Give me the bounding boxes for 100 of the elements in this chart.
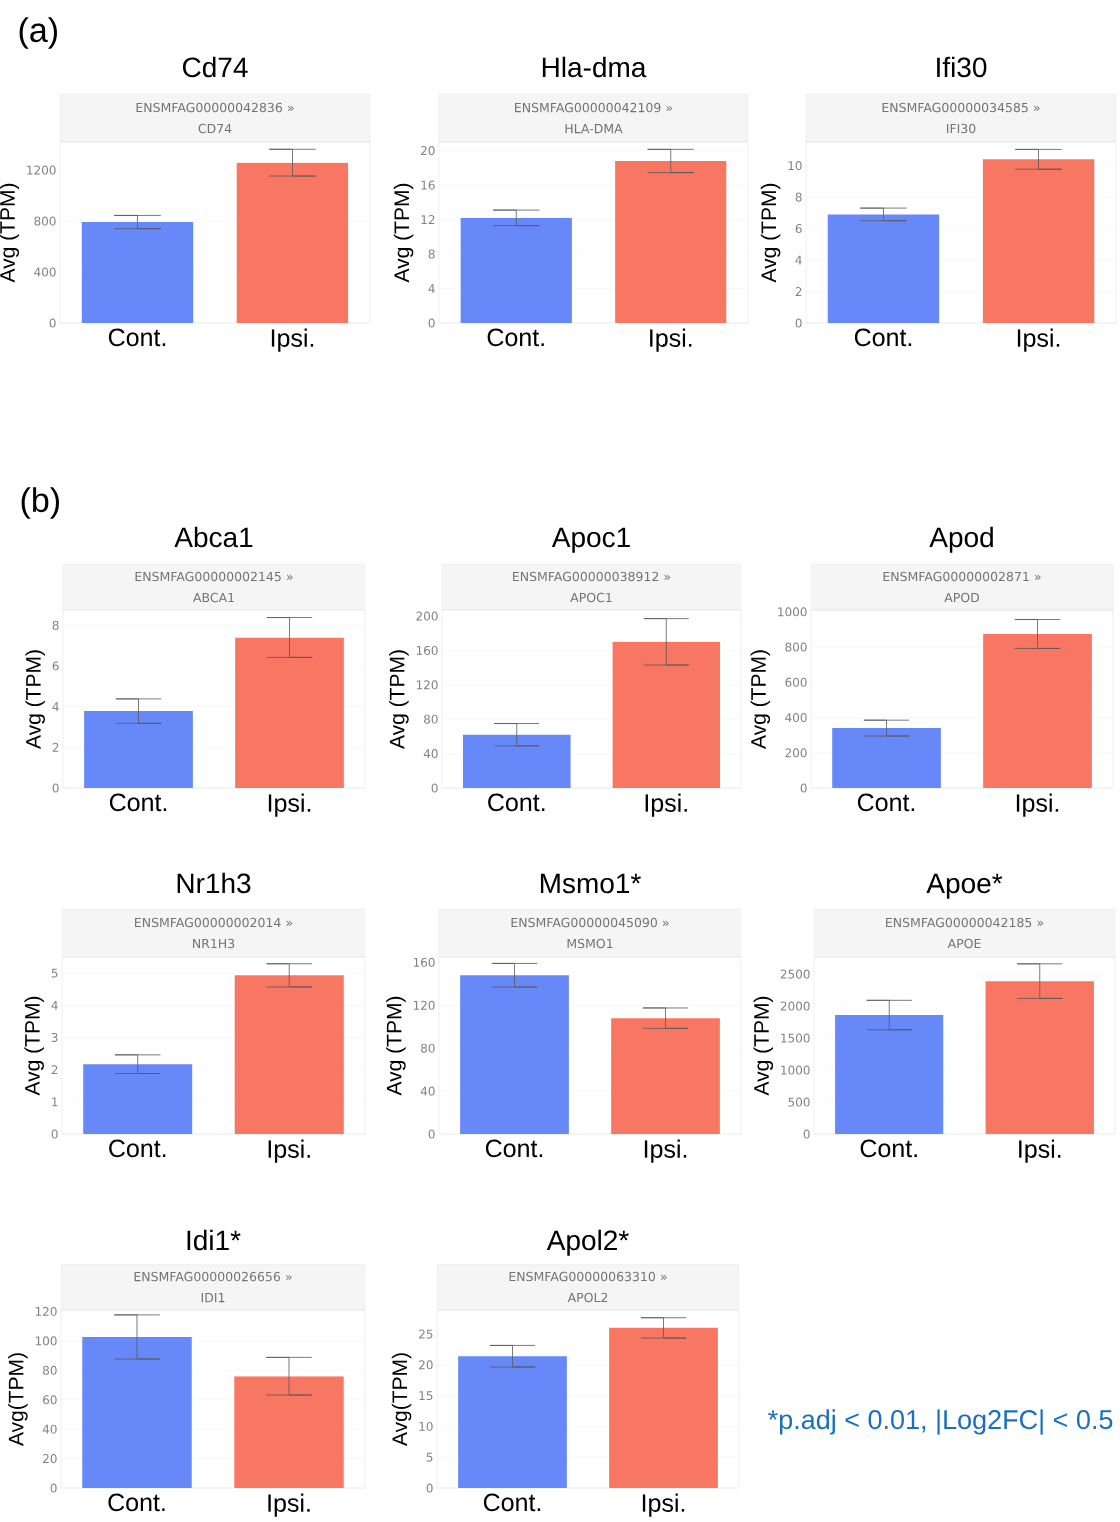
text: *p.adj < 0.01, |Log2FC| < 0.5: [768, 1409, 1113, 1435]
y-tick-label: 1000: [781, 1065, 810, 1075]
y-tick-label: 0: [50, 1483, 57, 1493]
y-tick-label: 200: [785, 748, 807, 758]
x-tick-label: Cont.: [487, 328, 544, 347]
y-tick-label: 0: [52, 783, 59, 793]
y-tick-label: 0: [795, 318, 802, 328]
y-axis-title: Avg (TPM): [393, 183, 414, 283]
y-tick-label: 40: [42, 1424, 57, 1434]
x-tick-label: Ipsi.: [650, 328, 692, 352]
y-axis-title: Avg (TPM): [25, 650, 45, 749]
y-axis-title: Avg (TPM): [0, 183, 20, 283]
y-tick-label: 1200: [27, 165, 56, 175]
y-tick-label: 80: [424, 714, 438, 724]
y-tick-label: 40: [423, 749, 438, 759]
chart-subtitle: ENSMFAG00000002145 » ABCA1: [135, 571, 293, 603]
y-tick-label: 40: [420, 1086, 435, 1096]
x-tick-label: Cont.: [860, 1139, 917, 1158]
y-tick-label: 25: [419, 1329, 433, 1339]
y-tick-label: 4: [51, 1000, 58, 1010]
chart-subtitle: ENSMFAG00000034585 » IFI30: [882, 102, 1040, 134]
chart-subtitle: ENSMFAG00000002871 » APOD: [883, 571, 1041, 603]
chart-subtitle: ENSMFAG00000042109 » HLA-DMA: [515, 102, 673, 134]
x-tick-label: Cont.: [108, 1493, 165, 1512]
y-tick-label: 2: [795, 287, 802, 296]
chart-title: Hla-dma: [542, 56, 647, 78]
chart-title: Msmo1*: [540, 873, 641, 894]
x-tick-label: Ipsi.: [644, 1139, 687, 1163]
x-tick-label: Cont.: [488, 793, 545, 812]
y-tick-label: 6: [52, 661, 59, 671]
x-tick-label: Cont.: [485, 1139, 543, 1158]
y-tick-label: 5: [51, 968, 58, 978]
chart-subtitle: ENSMFAG00000045090 » MSMO1: [511, 917, 669, 949]
y-tick-label: 2: [51, 1065, 58, 1075]
y-tick-label: 0: [49, 318, 56, 328]
y-tick-label: 6: [795, 224, 802, 234]
chart-title: Apod: [929, 526, 993, 553]
x-tick-label: Cont.: [483, 1493, 541, 1512]
y-tick-label: 8: [52, 620, 59, 630]
x-tick-label: Ipsi.: [1019, 1139, 1061, 1163]
chart-subtitle: ENSMFAG00000026656 » IDI1: [134, 1271, 292, 1303]
y-tick-label: 5: [426, 1452, 433, 1462]
x-tick-label: Ipsi.: [642, 1493, 685, 1517]
y-tick-label: 2000: [780, 1001, 810, 1011]
text: (a): [19, 17, 57, 49]
y-tick-label: 0: [803, 1129, 810, 1139]
y-tick-label: 800: [34, 216, 56, 226]
y-tick-label: 4: [428, 284, 435, 293]
y-tick-label: 12: [421, 215, 435, 225]
x-tick-label: Ipsi.: [268, 1139, 310, 1163]
x-tick-label: Ipsi.: [1017, 328, 1060, 352]
y-axis-title: Avg (TPM): [24, 996, 44, 1096]
chart-title: Apol2*: [546, 1229, 629, 1256]
y-tick-label: 400: [785, 712, 807, 723]
chart-title: Apoe*: [926, 873, 1003, 899]
chart-subtitle: ENSMFAG00000063310 » APOL2: [509, 1271, 667, 1303]
x-tick-label: Cont.: [109, 793, 167, 812]
chart-subtitle: ENSMFAG00000042185 » APOE: [886, 917, 1044, 949]
y-tick-label: 1000: [778, 607, 807, 617]
y-tick-label: 1: [52, 1097, 58, 1107]
y-tick-label: 20: [419, 1360, 433, 1370]
x-tick-label: Cont.: [108, 328, 166, 347]
x-tick-label: Ipsi.: [1016, 793, 1059, 817]
chart-title: Nr1h3: [177, 872, 251, 894]
chart-title: Abca1: [174, 526, 253, 548]
y-tick-label: 20: [421, 146, 435, 156]
y-tick-label: 80: [43, 1365, 57, 1375]
y-tick-label: 500: [788, 1097, 810, 1107]
y-tick-label: 0: [428, 318, 435, 328]
y-axis-title: Avg (TPM): [753, 996, 774, 1096]
x-tick-label: Ipsi.: [645, 793, 687, 817]
y-tick-label: 20: [43, 1454, 57, 1464]
y-tick-label: 10: [419, 1421, 433, 1431]
y-tick-label: 2500: [780, 969, 810, 979]
y-axis-title: Avg(TPM): [391, 1353, 412, 1447]
y-tick-label: 100: [35, 1336, 57, 1346]
y-tick-label: 4: [795, 255, 802, 265]
y-tick-label: 3: [51, 1032, 58, 1043]
y-tick-label: 0: [426, 1483, 433, 1493]
y-tick-label: 10: [788, 161, 802, 171]
y-tick-label: 2: [52, 742, 59, 752]
y-tick-label: 80: [421, 1043, 435, 1053]
y-tick-label: 60: [43, 1395, 57, 1405]
y-tick-label: 8: [795, 192, 802, 202]
y-tick-label: 1500: [781, 1033, 810, 1043]
y-tick-label: 600: [785, 677, 807, 687]
y-tick-label: 120: [35, 1306, 57, 1317]
chart-title: Idi1*: [187, 1229, 241, 1251]
y-tick-label: 4: [52, 702, 59, 712]
x-tick-label: Cont.: [109, 1139, 166, 1158]
y-axis-title: Avg(TPM): [8, 1353, 28, 1447]
y-axis-title: Avg (TPM): [386, 996, 406, 1096]
y-tick-label: 0: [800, 783, 807, 793]
y-tick-label: 15: [419, 1391, 433, 1401]
chart-subtitle: ENSMFAG00000042836 » CD74: [136, 102, 294, 134]
y-axis-title: Avg (TPM): [750, 650, 771, 749]
x-tick-label: Ipsi.: [271, 328, 314, 352]
y-tick-label: 0: [431, 783, 438, 793]
y-tick-label: 160: [413, 957, 435, 967]
y-tick-label: 400: [34, 267, 56, 277]
